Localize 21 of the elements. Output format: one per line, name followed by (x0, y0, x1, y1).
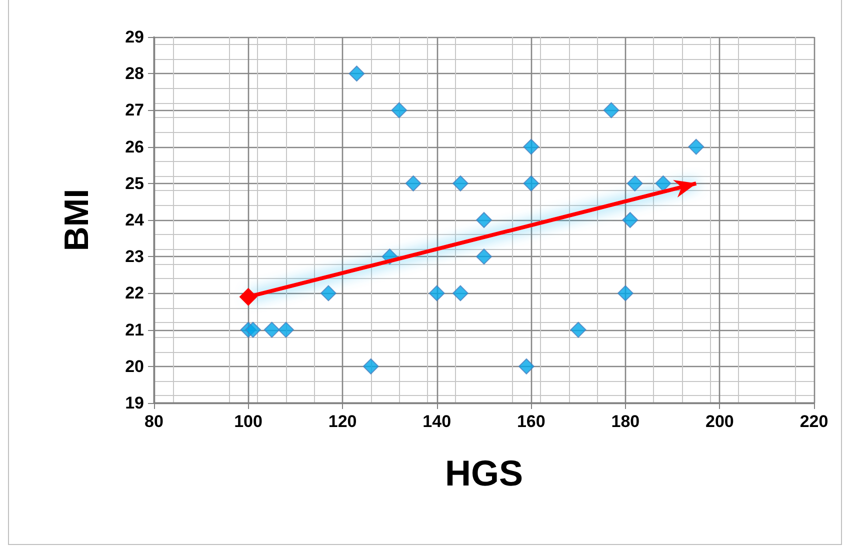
x-tick-label: 140 (422, 412, 452, 431)
y-tick-label: 29 (125, 28, 144, 46)
y-tick-label: 25 (125, 174, 144, 193)
x-tick-label: 200 (706, 412, 734, 431)
x-tick-label: 120 (328, 412, 357, 431)
y-tick-label: 26 (125, 137, 144, 156)
y-tick-label: 24 (125, 210, 145, 230)
x-tick-label: 100 (234, 412, 262, 431)
y-tick-label: 28 (125, 64, 144, 84)
y-tick-label: 27 (125, 100, 144, 120)
x-tick-label: 180 (611, 412, 640, 431)
y-tick-label: 23 (125, 247, 144, 266)
x-axis-title: HGS (444, 452, 524, 494)
y-tick-label: 21 (125, 320, 144, 340)
x-tick-label: 220 (800, 412, 828, 431)
y-axis-title: BMI (58, 188, 96, 252)
y-tick-label: 19 (125, 394, 144, 412)
x-tick-label: 160 (516, 412, 546, 431)
y-tick-label: 20 (125, 356, 144, 376)
y-tick-label: 22 (125, 284, 144, 303)
x-tick-label: 80 (144, 412, 164, 431)
